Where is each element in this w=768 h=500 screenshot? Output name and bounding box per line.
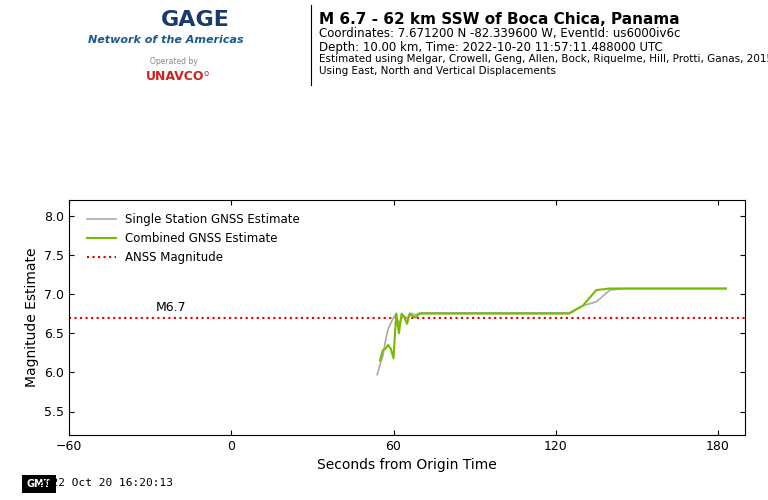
Text: M6.7: M6.7: [156, 302, 187, 314]
Text: 2022 Oct 20 16:20:13: 2022 Oct 20 16:20:13: [38, 478, 174, 488]
Text: GAGE: GAGE: [161, 10, 230, 30]
Text: Network of the Americas: Network of the Americas: [88, 35, 244, 45]
Text: Depth: 10.00 km, Time: 2022-10-20 11:57:11.488000 UTC: Depth: 10.00 km, Time: 2022-10-20 11:57:…: [319, 41, 663, 54]
Text: Estimated using Melgar, Crowell, Geng, Allen, Bock, Riquelme, Hill, Protti, Gana: Estimated using Melgar, Crowell, Geng, A…: [319, 54, 768, 64]
Text: GMT: GMT: [27, 479, 51, 489]
Text: o: o: [204, 69, 209, 78]
Text: M 6.7 - 62 km SSW of Boca Chica, Panama: M 6.7 - 62 km SSW of Boca Chica, Panama: [319, 12, 680, 28]
Legend: Single Station GNSS Estimate, Combined GNSS Estimate, ANSS Magnitude: Single Station GNSS Estimate, Combined G…: [81, 208, 305, 268]
Y-axis label: Magnitude Estimate: Magnitude Estimate: [25, 248, 38, 387]
Text: UNAVCO: UNAVCO: [146, 70, 204, 83]
X-axis label: Seconds from Origin Time: Seconds from Origin Time: [317, 458, 497, 472]
Text: Using East, North and Vertical Displacements: Using East, North and Vertical Displacem…: [319, 66, 556, 76]
Text: Operated by: Operated by: [150, 58, 197, 66]
Text: Coordinates: 7.671200 N -82.339600 W, EventId: us6000iv6c: Coordinates: 7.671200 N -82.339600 W, Ev…: [319, 28, 680, 40]
